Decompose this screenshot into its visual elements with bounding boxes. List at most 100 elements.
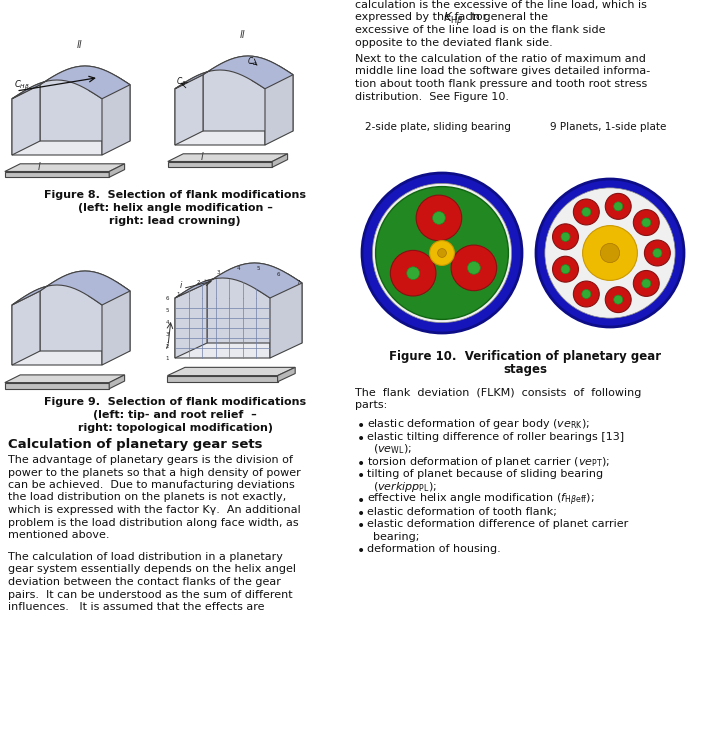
Text: .  In general the: . In general the	[459, 12, 548, 23]
Polygon shape	[168, 162, 272, 168]
Text: $C_\beta$: $C_\beta$	[176, 76, 187, 89]
Text: right: topological modification): right: topological modification)	[77, 423, 272, 433]
Text: 1: 1	[166, 356, 169, 360]
Text: power to the planets so that a high density of power: power to the planets so that a high dens…	[8, 468, 300, 477]
Circle shape	[437, 249, 446, 258]
Text: pairs.  It can be understood as the sum of different: pairs. It can be understood as the sum o…	[8, 589, 293, 600]
Text: influences.   It is assumed that the effects are: influences. It is assumed that the effec…	[8, 602, 265, 612]
Text: 3: 3	[166, 332, 169, 337]
Text: •: •	[357, 507, 365, 520]
Circle shape	[614, 295, 623, 305]
Text: 7: 7	[297, 280, 300, 285]
Text: expressed by the factor: expressed by the factor	[355, 12, 491, 23]
Text: 4: 4	[166, 319, 169, 324]
Polygon shape	[175, 56, 293, 89]
Polygon shape	[12, 85, 40, 155]
Polygon shape	[110, 375, 124, 389]
Text: i: i	[166, 342, 168, 351]
Polygon shape	[88, 282, 130, 365]
Circle shape	[574, 281, 600, 307]
Circle shape	[545, 188, 675, 318]
Text: 5: 5	[257, 266, 260, 271]
Text: can be achieved.  Due to manufacturing deviations: can be achieved. Due to manufacturing de…	[8, 480, 295, 490]
Text: Calculation of planetary gear sets: Calculation of planetary gear sets	[8, 438, 263, 451]
Polygon shape	[12, 285, 102, 365]
Text: Figure 9.  Selection of flank modifications: Figure 9. Selection of flank modificatio…	[44, 397, 306, 407]
Polygon shape	[12, 271, 130, 305]
Polygon shape	[207, 263, 302, 343]
Polygon shape	[277, 367, 296, 382]
Text: •: •	[357, 519, 365, 533]
Circle shape	[614, 202, 623, 211]
Polygon shape	[5, 164, 124, 171]
Polygon shape	[167, 376, 277, 382]
Polygon shape	[251, 66, 293, 145]
Text: effective helix angle modification ($f_{\mathrm{H}\beta\mathrm{eff}}$);: effective helix angle modification ($f_{…	[367, 492, 595, 508]
Circle shape	[468, 261, 480, 274]
Text: 2-side plate, sliding bearing: 2-side plate, sliding bearing	[365, 122, 511, 132]
Text: I: I	[38, 162, 41, 172]
Text: deformation of housing.: deformation of housing.	[367, 545, 501, 554]
Text: $C_\alpha$: $C_\alpha$	[247, 56, 258, 69]
Circle shape	[372, 184, 512, 323]
Polygon shape	[167, 367, 296, 376]
Text: (left: tip- and root relief  –: (left: tip- and root relief –	[93, 410, 257, 420]
Polygon shape	[12, 291, 40, 365]
Text: opposite to the deviated flank side.: opposite to the deviated flank side.	[355, 37, 552, 48]
Polygon shape	[40, 271, 130, 351]
Text: •: •	[357, 419, 365, 433]
Text: I: I	[201, 152, 204, 162]
Polygon shape	[175, 283, 207, 358]
Circle shape	[376, 187, 508, 319]
Circle shape	[582, 289, 591, 299]
Text: Next to the calculation of the ratio of maximum and: Next to the calculation of the ratio of …	[355, 54, 646, 64]
Circle shape	[561, 265, 570, 274]
Text: II: II	[239, 30, 245, 40]
Circle shape	[605, 193, 631, 220]
Text: elastic tilting difference of roller bearings [13]: elastic tilting difference of roller bea…	[367, 432, 624, 441]
Circle shape	[552, 224, 578, 250]
Text: calculation is the excessive of the line load, which is: calculation is the excessive of the line…	[355, 0, 647, 10]
Circle shape	[561, 232, 570, 242]
Text: 2: 2	[197, 280, 200, 285]
Text: 3: 3	[217, 270, 220, 275]
Text: elastic deformation of tooth flank;: elastic deformation of tooth flank;	[367, 507, 557, 517]
Text: $C_{H\beta}$: $C_{H\beta}$	[14, 78, 30, 92]
Text: tilting of planet because of sliding bearing: tilting of planet because of sliding bea…	[367, 469, 603, 479]
Polygon shape	[272, 154, 288, 168]
Polygon shape	[12, 66, 130, 99]
Text: 6: 6	[277, 272, 281, 277]
Circle shape	[406, 266, 420, 280]
Circle shape	[582, 207, 591, 217]
Text: elastic deformation of gear body ($ve_{\mathrm{RK}}$);: elastic deformation of gear body ($ve_{\…	[367, 417, 590, 431]
Circle shape	[430, 241, 454, 266]
Text: i: i	[180, 280, 183, 289]
Text: II: II	[77, 40, 82, 50]
Polygon shape	[175, 263, 302, 298]
Text: 6: 6	[166, 296, 169, 301]
Circle shape	[605, 287, 631, 313]
Polygon shape	[110, 164, 124, 177]
Circle shape	[642, 279, 651, 288]
Polygon shape	[12, 80, 102, 155]
Circle shape	[451, 245, 497, 291]
Circle shape	[583, 225, 637, 280]
Text: stages: stages	[503, 363, 547, 376]
Circle shape	[574, 199, 600, 225]
Text: •: •	[357, 432, 365, 446]
Text: •: •	[357, 457, 365, 471]
Text: distribution.  See Figure 10.: distribution. See Figure 10.	[355, 92, 509, 102]
Polygon shape	[175, 70, 265, 145]
Circle shape	[633, 209, 659, 236]
Text: deviation between the contact flanks of the gear: deviation between the contact flanks of …	[8, 577, 281, 587]
Text: gear system essentially depends on the helix angel: gear system essentially depends on the h…	[8, 564, 296, 575]
Text: •: •	[357, 545, 365, 559]
Circle shape	[653, 248, 662, 258]
Text: parts:: parts:	[355, 400, 388, 411]
Text: the load distribution on the planets is not exactly,: the load distribution on the planets is …	[8, 493, 286, 502]
Text: which is expressed with the factor Kγ.  An additional: which is expressed with the factor Kγ. A…	[8, 505, 300, 515]
Polygon shape	[40, 66, 130, 141]
Polygon shape	[175, 278, 270, 358]
Text: ($ve_{\mathrm{WL}}$);: ($ve_{\mathrm{WL}}$);	[373, 442, 412, 456]
Circle shape	[642, 218, 651, 227]
